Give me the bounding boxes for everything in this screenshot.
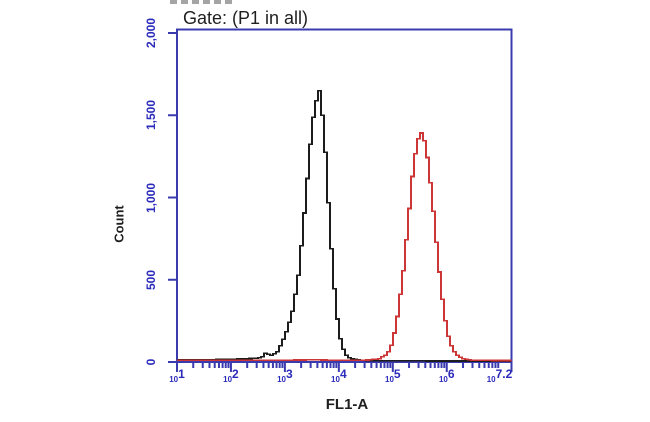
red-histogram-curve bbox=[177, 132, 512, 362]
x-tick-base: 10 bbox=[438, 375, 448, 384]
x-tick-exponent: 7.2 bbox=[495, 367, 513, 381]
x-tick-base: 10 bbox=[486, 375, 496, 384]
x-axis-title: FL1-A bbox=[325, 396, 369, 413]
y-tick-label: 500 bbox=[144, 269, 158, 290]
cropped-text-fragment bbox=[170, 0, 234, 4]
x-tick-label: 102 bbox=[223, 367, 239, 387]
y-tick-label: 0 bbox=[144, 358, 158, 366]
y-tick-label: 2,000 bbox=[144, 17, 158, 49]
x-tick-exponent: 3 bbox=[286, 367, 293, 381]
black-histogram-curve bbox=[177, 90, 512, 362]
x-axis-major-ticks bbox=[176, 362, 513, 372]
y-axis-ticks bbox=[168, 32, 177, 363]
y-axis-title: Count bbox=[111, 205, 127, 243]
x-tick-base: 10 bbox=[277, 375, 286, 384]
plot-title: Gate: (P1 in all) bbox=[183, 8, 309, 28]
x-tick-base: 10 bbox=[223, 375, 233, 384]
x-tick-base: 10 bbox=[169, 375, 179, 384]
x-tick-label: 107.2 bbox=[486, 367, 513, 387]
x-tick-exponent: 2 bbox=[232, 367, 239, 381]
x-axis-minor-ticks bbox=[192, 362, 500, 368]
x-tick-exponent: 1 bbox=[178, 367, 185, 381]
x-tick-exponent: 6 bbox=[447, 367, 455, 381]
x-tick-exponent: 5 bbox=[393, 367, 401, 381]
x-tick-label: 106 bbox=[438, 367, 455, 387]
x-tick-label: 104 bbox=[331, 367, 347, 387]
x-tick-exponent: 4 bbox=[339, 367, 347, 381]
y-tick-label: 1,000 bbox=[144, 182, 158, 213]
x-tick-base: 10 bbox=[331, 375, 340, 384]
x-tick-base: 10 bbox=[385, 375, 394, 384]
x-tick-label: 105 bbox=[385, 367, 401, 387]
axis-frame bbox=[176, 28, 513, 363]
y-tick-label: 1,500 bbox=[144, 100, 158, 131]
x-tick-label: 101 bbox=[169, 367, 185, 387]
x-tick-label: 103 bbox=[277, 367, 293, 387]
